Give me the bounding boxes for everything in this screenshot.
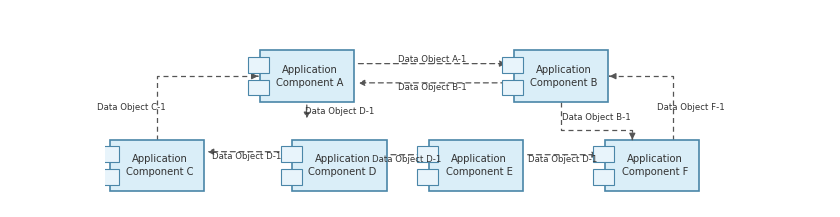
Text: Application
Component D: Application Component D [308,154,376,177]
Text: Data Object F-1: Data Object F-1 [657,104,725,112]
FancyBboxPatch shape [281,169,302,185]
Text: Application
Component F: Application Component F [622,154,688,177]
Text: Application
Component A: Application Component A [276,65,344,88]
FancyBboxPatch shape [429,140,523,191]
FancyBboxPatch shape [281,146,302,162]
Text: Application
Component C: Application Component C [127,154,194,177]
FancyBboxPatch shape [98,169,119,185]
FancyBboxPatch shape [248,79,269,95]
FancyBboxPatch shape [513,50,608,102]
Text: Data Object D-1: Data Object D-1 [528,155,597,164]
FancyBboxPatch shape [110,140,204,191]
Text: Application
Component B: Application Component B [530,65,597,88]
Text: Data Object C-1: Data Object C-1 [97,104,165,112]
FancyBboxPatch shape [502,79,522,95]
FancyBboxPatch shape [248,57,269,73]
Text: Data Object B-1: Data Object B-1 [562,113,631,122]
Text: Data Object D-1: Data Object D-1 [372,155,442,164]
FancyBboxPatch shape [417,169,438,185]
Text: Data Object D-1: Data Object D-1 [213,152,281,161]
FancyBboxPatch shape [292,140,386,191]
FancyBboxPatch shape [593,169,614,185]
Text: Data Object A-1: Data Object A-1 [398,55,467,64]
Text: Application
Component E: Application Component E [446,154,512,177]
FancyBboxPatch shape [593,146,614,162]
Text: Data Object D-1: Data Object D-1 [305,107,374,116]
FancyBboxPatch shape [98,146,119,162]
FancyBboxPatch shape [605,140,699,191]
FancyBboxPatch shape [260,50,354,102]
FancyBboxPatch shape [417,146,438,162]
Text: Data Object B-1: Data Object B-1 [398,82,467,92]
FancyBboxPatch shape [502,57,522,73]
